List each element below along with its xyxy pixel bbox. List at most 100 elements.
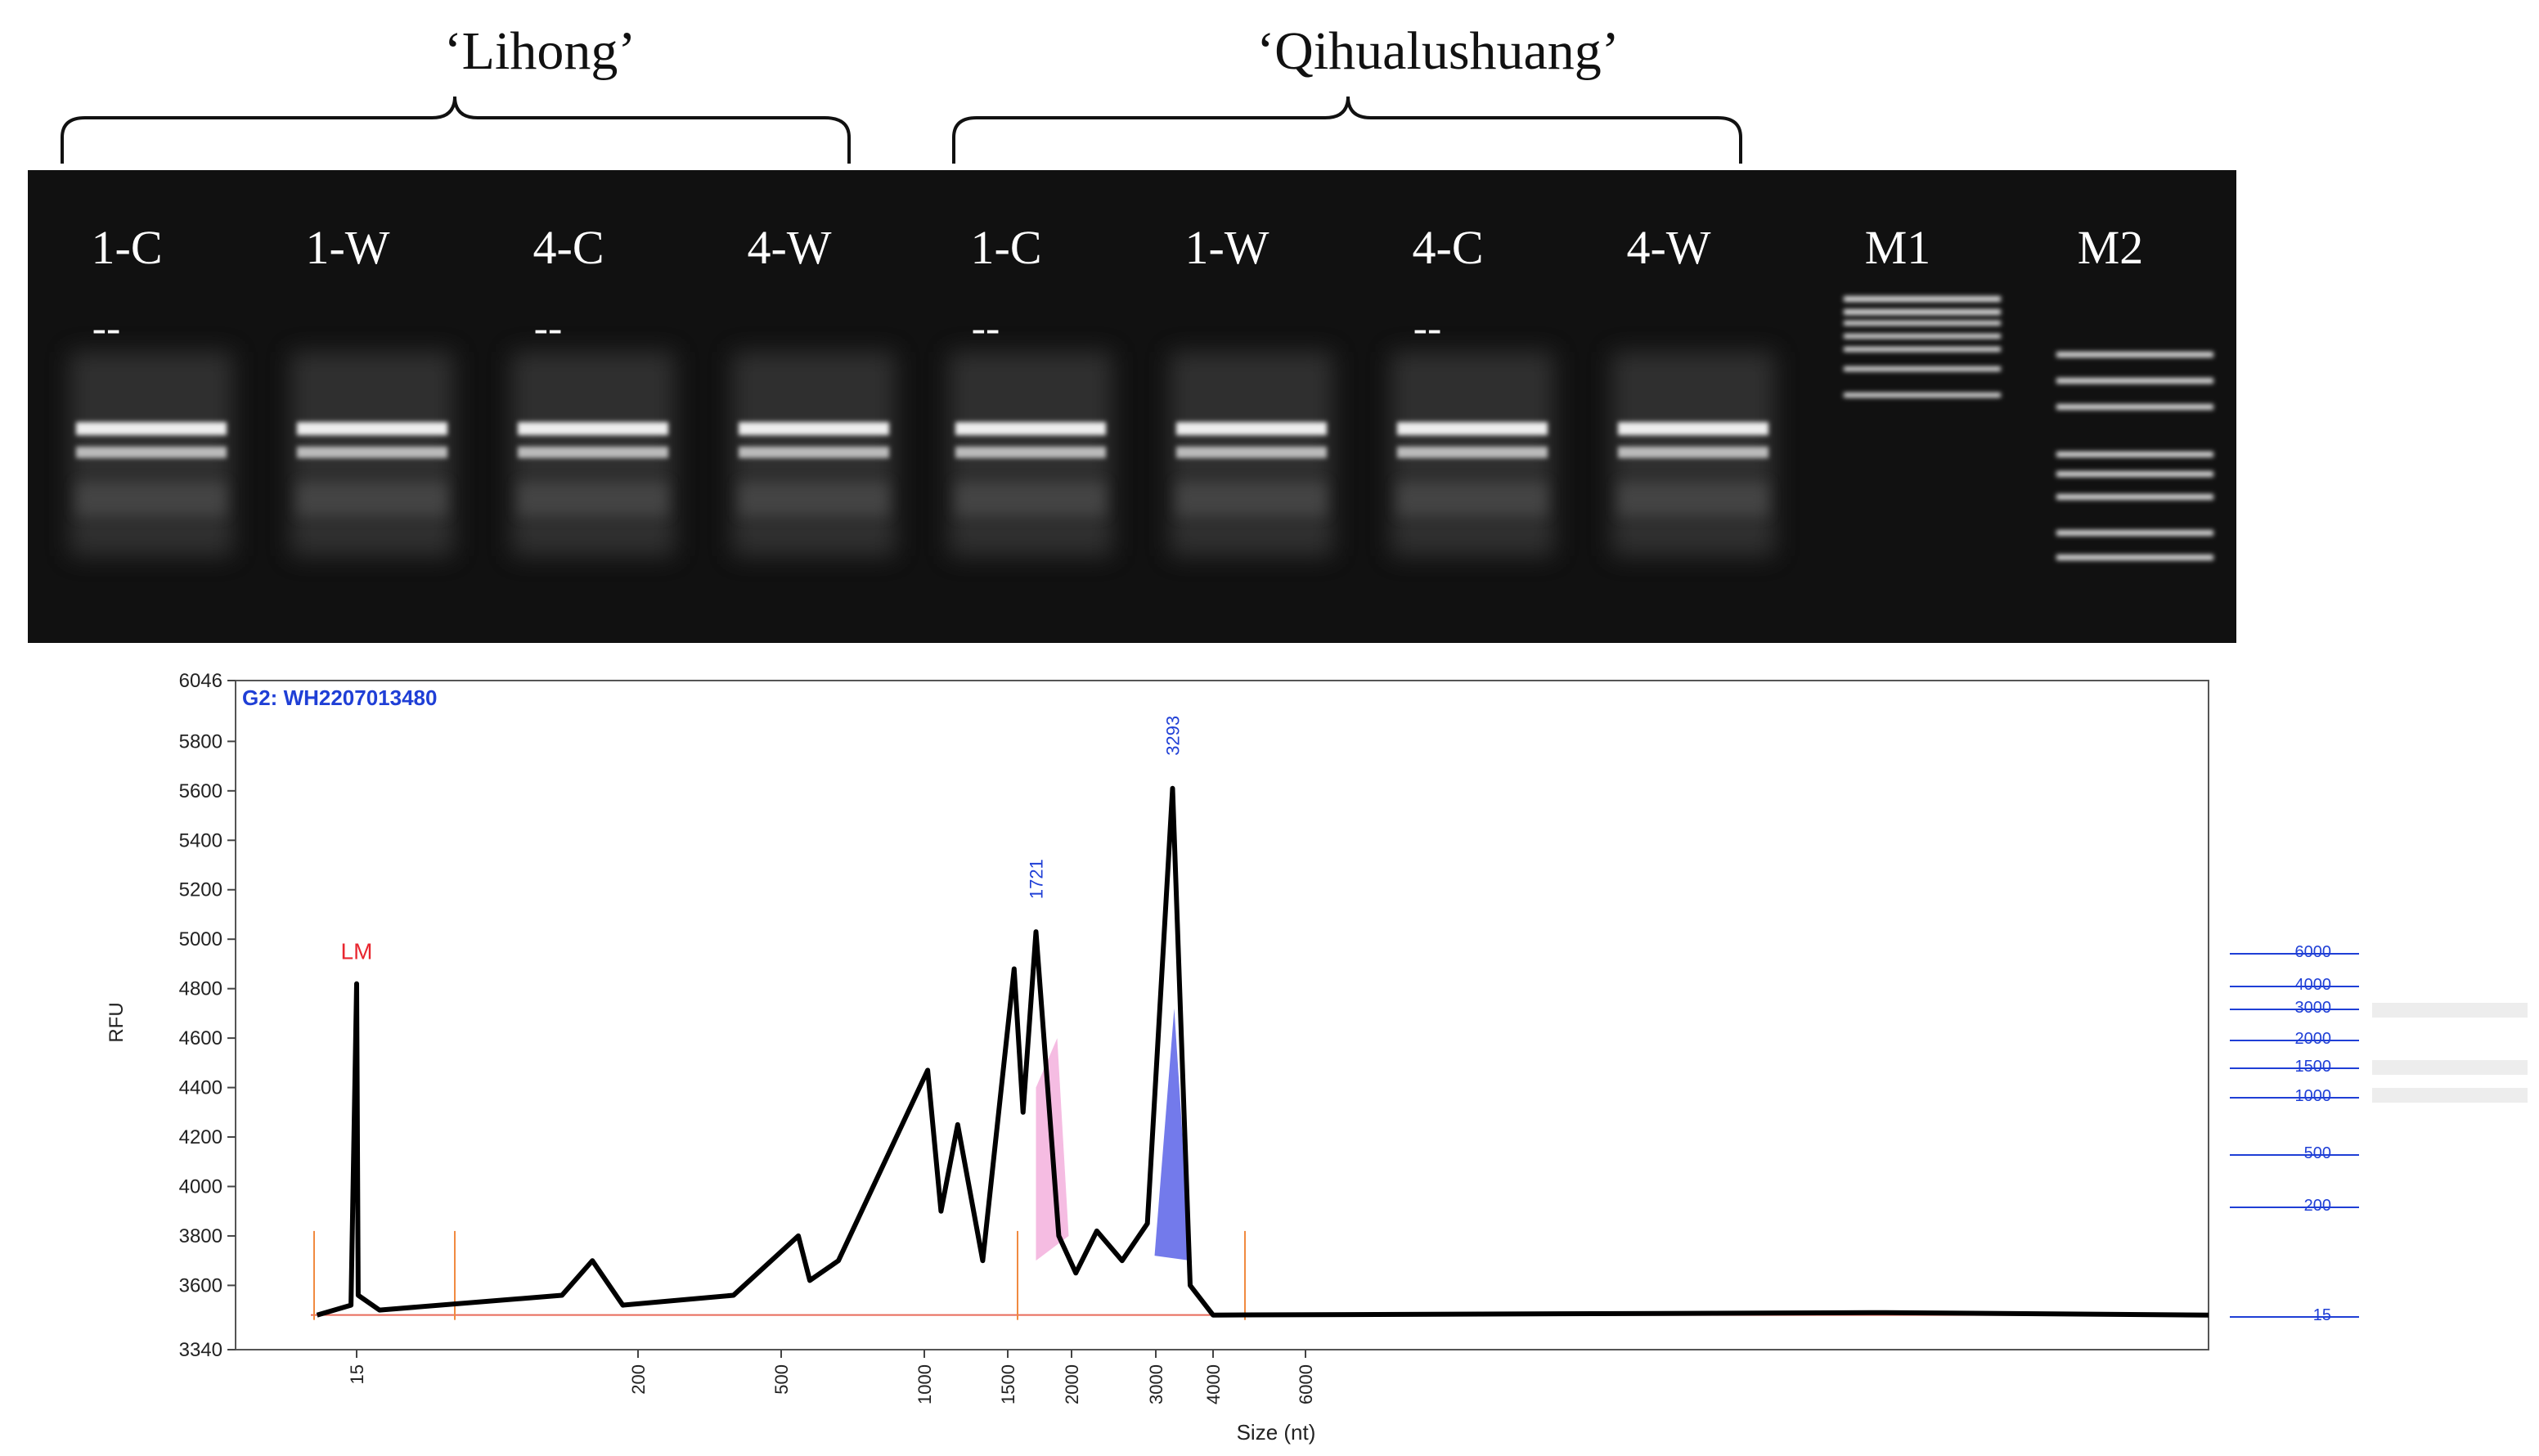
- trace-line: [316, 785, 2209, 1318]
- band-18s: [1397, 447, 1548, 458]
- ladder-label: 3000: [2295, 999, 2332, 1017]
- lane-mark: --: [92, 305, 121, 352]
- y-axis-label: RFU: [106, 1002, 128, 1042]
- y-tick-label: 4600: [179, 1027, 222, 1049]
- y-tick-label: 6046: [179, 670, 222, 692]
- ladder-band: [1844, 347, 2001, 352]
- lane-label: 1-C: [92, 221, 163, 274]
- peak-area-3293: [1154, 1008, 1191, 1261]
- gel-lane: 1-W: [1170, 221, 1333, 556]
- lane-label: M2: [2078, 221, 2144, 274]
- lane-label: 4-C: [1413, 221, 1484, 274]
- x-axis-label: Size (nt): [1237, 1420, 1316, 1445]
- gel-lane: 1-C --: [949, 221, 1112, 556]
- ladder-band: [1844, 393, 2001, 398]
- ladder-smudge: [2372, 1003, 2528, 1018]
- ladder-label: 4000: [2295, 976, 2332, 994]
- gel-lane: M2: [2056, 221, 2213, 560]
- ladder-band: [1844, 321, 2001, 326]
- ladder-band: [1844, 366, 2001, 371]
- ladder-band: [2056, 530, 2213, 536]
- chart-title: G2: WH2207013480: [242, 685, 437, 710]
- lane-label: 1-W: [1184, 221, 1269, 274]
- x-tick-label: 3000: [1146, 1364, 1166, 1404]
- lane-label: 4-W: [1626, 221, 1710, 274]
- ladder-band: [2056, 471, 2213, 477]
- band-faint: [297, 483, 447, 515]
- ladder-label: 2000: [2295, 1030, 2332, 1048]
- ladder-band: [2056, 494, 2213, 500]
- y-tick-label: 4000: [179, 1175, 222, 1198]
- band-faint: [739, 483, 889, 515]
- ladder-band: [2056, 352, 2213, 357]
- y-tick-label: 5600: [179, 780, 222, 802]
- band-28s: [1397, 422, 1548, 435]
- lane-label: 1-C: [971, 221, 1042, 274]
- y-tick-label: 5800: [179, 730, 222, 753]
- x-tick-label: 1500: [998, 1364, 1018, 1404]
- band-28s: [297, 422, 447, 435]
- y-tick-label: 5400: [179, 829, 222, 852]
- y-tick-label: 4200: [179, 1126, 222, 1148]
- band-28s: [518, 422, 668, 435]
- group-qihualushuang: ‘Qihualushuang’: [952, 21, 1742, 164]
- band-28s: [955, 422, 1106, 435]
- band-28s: [1176, 422, 1327, 435]
- group-lihong-brace: [61, 96, 851, 164]
- band-faint: [955, 483, 1106, 515]
- ladder-band: [2056, 404, 2213, 410]
- ladder-band: [2056, 452, 2213, 457]
- gel-lane: M1: [1844, 221, 2001, 398]
- x-tick-label: 200: [628, 1364, 649, 1395]
- group-lihong: ‘Lihong’: [61, 21, 851, 164]
- y-tick-label: 4800: [179, 978, 222, 1000]
- lane-label: 1-W: [305, 221, 389, 274]
- peak-label-lm: LM: [341, 939, 373, 964]
- electropherogram: G2: WH2207013480 RFU Size (nt) 3340 3600 3…: [106, 670, 2528, 1445]
- gel-lane: 1-C --: [70, 221, 233, 556]
- band-faint: [518, 483, 668, 515]
- y-tick-label: 5200: [179, 879, 222, 901]
- band-18s: [739, 447, 889, 458]
- band-18s: [76, 447, 227, 458]
- x-tick-label: 6000: [1296, 1364, 1316, 1404]
- ladder-label: 500: [2304, 1144, 2331, 1162]
- band-28s: [1618, 422, 1768, 435]
- y-tick-label: 3340: [179, 1339, 222, 1361]
- lane-label: 4-C: [533, 221, 604, 274]
- x-tick-label: 500: [771, 1364, 792, 1395]
- y-tick-label: 4400: [179, 1077, 222, 1099]
- ladder-label: 6000: [2295, 943, 2332, 961]
- ladder-band: [1844, 296, 2001, 302]
- ladder-smudge: [2372, 1060, 2528, 1075]
- band-faint: [1397, 483, 1548, 515]
- lane-mark: --: [1413, 305, 1442, 352]
- gel-lane: 4-W: [1611, 221, 1775, 556]
- y-tick-label: 5000: [179, 928, 222, 950]
- ladder-label: 200: [2304, 1197, 2331, 1215]
- band-18s: [297, 447, 447, 458]
- band-faint: [1618, 483, 1768, 515]
- y-tick-label: 3800: [179, 1225, 222, 1247]
- gel-lane: 4-C --: [1391, 221, 1554, 556]
- gel-lane: 1-W: [290, 221, 454, 556]
- ladder-label: 15: [2313, 1306, 2331, 1324]
- y-tick-label: 3600: [179, 1274, 222, 1296]
- band-faint: [1176, 483, 1327, 515]
- peak-label: 3293: [1163, 716, 1184, 756]
- group-qihualushuang-brace: [952, 96, 1742, 164]
- peak-label: 1721: [1026, 859, 1046, 899]
- x-tick-label: 1000: [914, 1364, 935, 1404]
- band-faint: [76, 483, 227, 515]
- band-28s: [76, 422, 227, 435]
- gel-lane: 4-C --: [511, 221, 675, 556]
- ladder-band: [2056, 378, 2213, 384]
- ladder-label: 1000: [2295, 1087, 2332, 1105]
- ladder-smudge: [2372, 1088, 2528, 1103]
- ladder-band: [2056, 555, 2213, 560]
- band-18s: [518, 447, 668, 458]
- ladder-band: [1844, 309, 2001, 315]
- ladder-band: [1844, 334, 2001, 339]
- group-qihualushuang-label: ‘Qihualushuang’: [1256, 21, 1620, 81]
